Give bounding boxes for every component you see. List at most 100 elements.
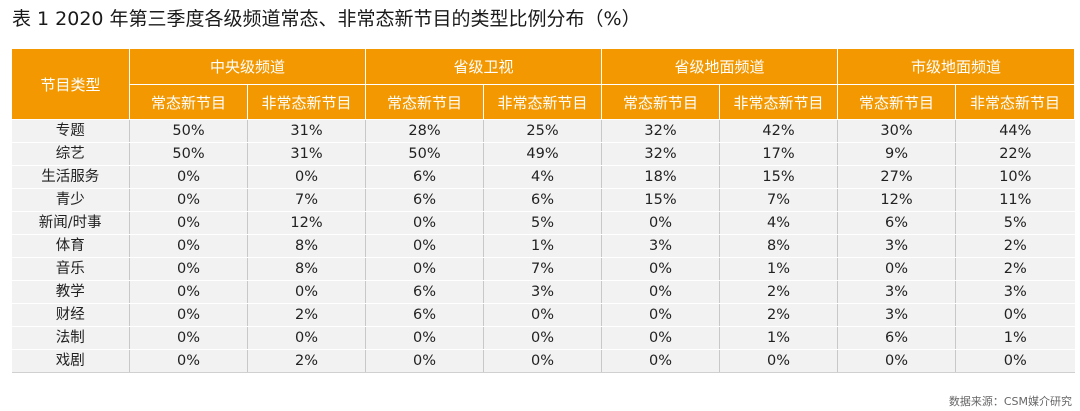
- table-cell: 8%: [719, 234, 838, 258]
- table-row: 专题 50% 31% 28% 25% 32% 42% 30% 44%: [11, 119, 1075, 143]
- table-cell: 0%: [955, 349, 1075, 373]
- row-type-label: 音乐: [11, 257, 130, 281]
- header-sub-regular: 常态新节目: [365, 84, 485, 120]
- table-cell: 0%: [601, 280, 720, 304]
- table-cell: 0%: [129, 211, 248, 235]
- table-cell: 27%: [837, 165, 956, 189]
- table-cell: 0%: [246, 165, 366, 189]
- table-cell: 28%: [365, 119, 484, 143]
- table-cell: 17%: [719, 142, 838, 166]
- table-cell: 0%: [129, 234, 248, 258]
- table-cell: 2%: [955, 257, 1075, 281]
- table-cell: 9%: [837, 142, 956, 166]
- row-type-label: 财经: [11, 303, 130, 327]
- header-sub-irregular: 非常态新节目: [246, 84, 367, 120]
- table-row: 体育 0% 8% 0% 1% 3% 8% 3% 2%: [11, 234, 1075, 258]
- table-cell: 6%: [365, 188, 484, 212]
- table-cell: 0%: [365, 349, 484, 373]
- table-cell: 2%: [719, 280, 838, 304]
- row-type-label: 综艺: [11, 142, 130, 166]
- table-cell: 50%: [129, 142, 248, 166]
- table-cell: 30%: [837, 119, 956, 143]
- row-type-label: 新闻/时事: [11, 211, 130, 235]
- table-cell: 0%: [601, 257, 720, 281]
- table-cell: 0%: [129, 326, 248, 350]
- table-cell: 5%: [955, 211, 1075, 235]
- table-cell: 0%: [483, 326, 602, 350]
- table-row: 法制 0% 0% 0% 0% 0% 1% 6% 1%: [11, 326, 1075, 350]
- row-type-label: 生活服务: [11, 165, 130, 189]
- table-cell: 6%: [483, 188, 602, 212]
- table-row: 戏剧 0% 2% 0% 0% 0% 0% 0% 0%: [11, 349, 1075, 373]
- row-type-label: 教学: [11, 280, 130, 304]
- table-cell: 3%: [483, 280, 602, 304]
- table-cell: 0%: [365, 211, 484, 235]
- table-row: 教学 0% 0% 6% 3% 0% 2% 3% 3%: [11, 280, 1075, 304]
- table-cell: 0%: [246, 326, 366, 350]
- table-cell: 0%: [601, 211, 720, 235]
- table-cell: 5%: [483, 211, 602, 235]
- row-type-label: 专题: [11, 119, 130, 143]
- table-cell: 3%: [837, 280, 956, 304]
- table-body: 专题 50% 31% 28% 25% 32% 42% 30% 44% 综艺 50% 31% 50% 49%…: [11, 119, 1075, 373]
- table-cell: 0%: [601, 349, 720, 373]
- table-cell: 6%: [837, 326, 956, 350]
- header-sub-regular: 常态新节目: [129, 84, 248, 120]
- table-cell: 3%: [601, 234, 720, 258]
- table-cell: 0%: [365, 326, 484, 350]
- table-cell: 0%: [365, 257, 484, 281]
- data-source-note: 数据来源：CSM媒介研究: [948, 395, 1072, 408]
- table-row: 青少 0% 7% 6% 6% 15% 7% 12% 11%: [11, 188, 1075, 212]
- header-sub-irregular: 非常态新节目: [483, 84, 603, 120]
- table-cell: 18%: [601, 165, 720, 189]
- table-cell: 0%: [129, 165, 248, 189]
- table-cell: 25%: [483, 119, 602, 143]
- table-cell: 0%: [955, 303, 1075, 327]
- table-cell: 0%: [129, 280, 248, 304]
- table-cell: 0%: [483, 303, 602, 327]
- table-cell: 42%: [719, 119, 838, 143]
- header-group-provincial-ground: 省级地面频道: [601, 48, 839, 85]
- table-cell: 15%: [719, 165, 838, 189]
- table-cell: 6%: [365, 165, 484, 189]
- table-cell: 50%: [365, 142, 484, 166]
- header-sub-regular: 常态新节目: [837, 84, 957, 120]
- table-cell: 1%: [719, 326, 838, 350]
- table-cell: 7%: [719, 188, 838, 212]
- table-cell: 0%: [129, 188, 248, 212]
- table-cell: 31%: [246, 119, 366, 143]
- table-cell: 2%: [246, 349, 366, 373]
- table-cell: 7%: [483, 257, 602, 281]
- table-cell: 7%: [246, 188, 366, 212]
- table-cell: 3%: [837, 303, 956, 327]
- table-cell: 15%: [601, 188, 720, 212]
- header-group-provincial-satellite: 省级卫视: [365, 48, 603, 85]
- row-type-label: 法制: [11, 326, 130, 350]
- header-sub-regular: 常态新节目: [601, 84, 721, 120]
- table-row: 新闻/时事 0% 12% 0% 5% 0% 4% 6% 5%: [11, 211, 1075, 235]
- table-title: 表 1 2020 年第三季度各级频道常态、非常态新节目的类型比例分布（%）: [12, 8, 641, 30]
- table-cell: 0%: [129, 303, 248, 327]
- table-cell: 50%: [129, 119, 248, 143]
- table-row: 综艺 50% 31% 50% 49% 32% 17% 9% 22%: [11, 142, 1075, 166]
- header-sub-irregular: 非常态新节目: [955, 84, 1076, 120]
- table-cell: 0%: [601, 326, 720, 350]
- table-cell: 0%: [365, 234, 484, 258]
- table-cell: 12%: [246, 211, 366, 235]
- table-cell: 8%: [246, 257, 366, 281]
- table-row: 生活服务 0% 0% 6% 4% 18% 15% 27% 10%: [11, 165, 1075, 189]
- table-cell: 1%: [719, 257, 838, 281]
- table-cell: 0%: [719, 349, 838, 373]
- table-cell: 0%: [129, 349, 248, 373]
- table-cell: 12%: [837, 188, 956, 212]
- table-row: 财经 0% 2% 6% 0% 0% 2% 3% 0%: [11, 303, 1075, 327]
- table-cell: 4%: [719, 211, 838, 235]
- table-cell: 0%: [837, 349, 956, 373]
- table-cell: 0%: [129, 257, 248, 281]
- table-cell: 49%: [483, 142, 602, 166]
- table-cell: 8%: [246, 234, 366, 258]
- table-cell: 0%: [601, 303, 720, 327]
- table-header: 节目类型 中央级频道 省级卫视 省级地面频道 市级地面频道 常态新节目 非常态新…: [11, 48, 1076, 120]
- header-program-type: 节目类型: [11, 48, 130, 120]
- table-cell: 0%: [837, 257, 956, 281]
